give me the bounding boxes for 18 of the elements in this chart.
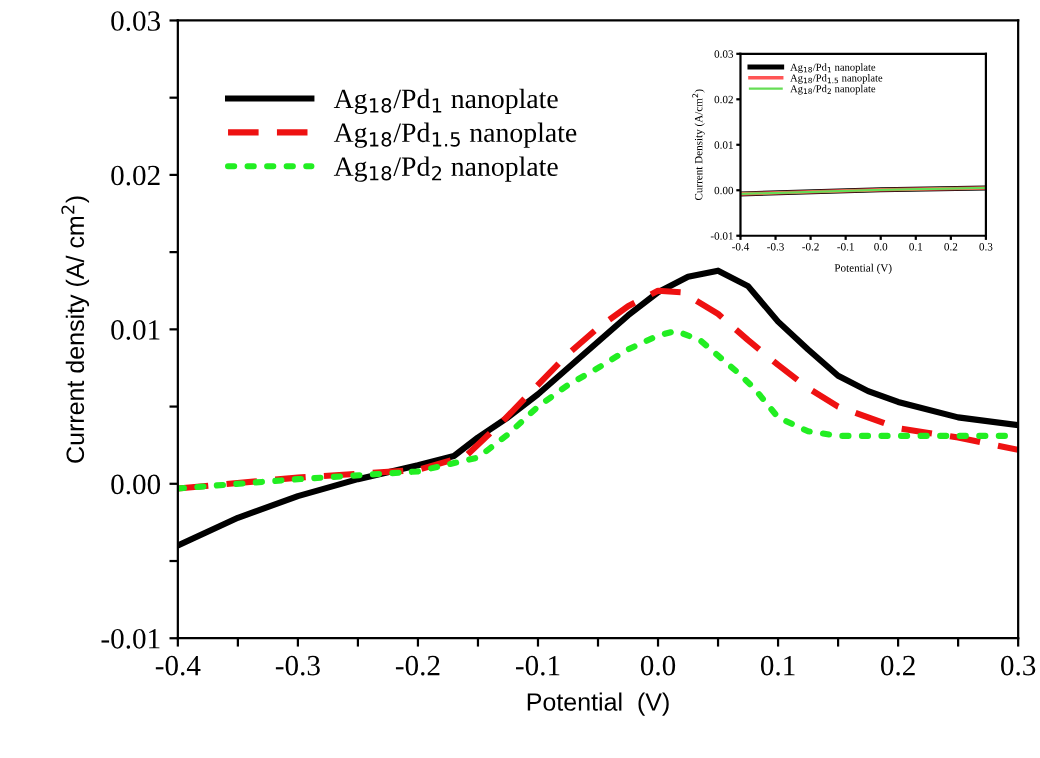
y-tick-label: 0.03	[111, 11, 161, 31]
x-tick-label: 0.3	[1001, 655, 1036, 676]
y-tick-label: 0.01	[111, 320, 160, 340]
y-axis-title: Current density (A/ cm$^{2}$)	[61, 196, 90, 463]
y-tick-label: 0.02	[111, 165, 160, 186]
x-tick-label: -0.2	[395, 655, 440, 676]
x-tick-label: 0.0	[640, 655, 676, 676]
legend-label: Ag$_{18}$/Pd$_{1}$ nanoplate	[333, 88, 558, 114]
x-tick-label: -0.1	[515, 655, 560, 676]
x-tick-label: -0.4	[155, 655, 201, 676]
x-tick-label: 0.2	[881, 655, 915, 676]
y-tick-label: -0.01	[101, 628, 160, 649]
x-tick-label: 0.1	[760, 655, 795, 676]
legend-label: Ag$_{18}$/Pd$_{1.5}$ nanoplate	[333, 122, 577, 148]
legend-label: Ag$_{18}$/Pd$_{2}$ nanoplate	[333, 156, 558, 182]
x-axis-title: Potential (V)	[527, 692, 669, 716]
x-tick-label: -0.3	[275, 655, 320, 676]
y-tick-label: 0.00	[111, 474, 161, 495]
